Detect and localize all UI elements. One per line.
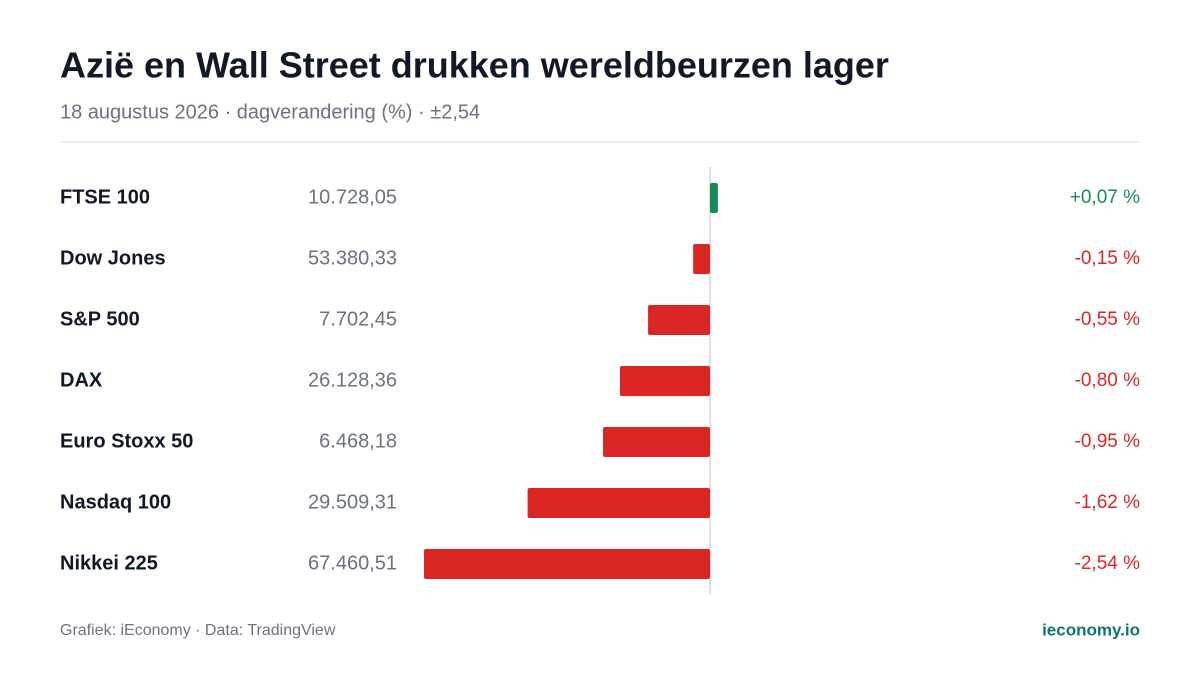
value-label: -1,62 % bbox=[1075, 492, 1141, 513]
index-name: S&P 500 bbox=[60, 308, 140, 330]
bar bbox=[619, 366, 710, 396]
bar bbox=[710, 183, 718, 213]
index-level: 29.509,31 bbox=[308, 491, 397, 513]
value-label: -0,55 % bbox=[1075, 309, 1141, 330]
value-label: -0,95 % bbox=[1075, 431, 1141, 452]
bar bbox=[603, 427, 710, 457]
index-level: 6.468,18 bbox=[319, 430, 397, 452]
value-label: +0,07 % bbox=[1070, 187, 1140, 208]
index-name: Nikkei 225 bbox=[60, 552, 158, 574]
index-level: 7.702,45 bbox=[319, 308, 397, 330]
index-level: 10.728,05 bbox=[308, 186, 397, 208]
bar bbox=[527, 488, 710, 518]
index-name: Dow Jones bbox=[60, 247, 166, 269]
index-name: FTSE 100 bbox=[60, 186, 150, 208]
bar bbox=[424, 549, 710, 579]
bar bbox=[648, 305, 710, 335]
index-level: 26.128,36 bbox=[308, 369, 397, 391]
bar bbox=[693, 244, 710, 274]
chart-title: Azië en Wall Street drukken wereldbeurze… bbox=[60, 45, 889, 86]
brand: ieconomy.io bbox=[1042, 620, 1140, 639]
index-name: Euro Stoxx 50 bbox=[60, 430, 193, 452]
chart-subtitle: 18 augustus 2026 · dagverandering (%) · … bbox=[60, 101, 480, 123]
index-level: 53.380,33 bbox=[308, 247, 397, 269]
index-name: Nasdaq 100 bbox=[60, 491, 171, 513]
index-name: DAX bbox=[60, 369, 103, 391]
value-label: -2,54 % bbox=[1075, 553, 1141, 574]
value-label: -0,15 % bbox=[1075, 248, 1141, 269]
value-label: -0,80 % bbox=[1075, 370, 1141, 391]
source: Grafiek: iEconomy · Data: TradingView bbox=[60, 622, 336, 639]
index-level: 67.460,51 bbox=[308, 552, 397, 574]
